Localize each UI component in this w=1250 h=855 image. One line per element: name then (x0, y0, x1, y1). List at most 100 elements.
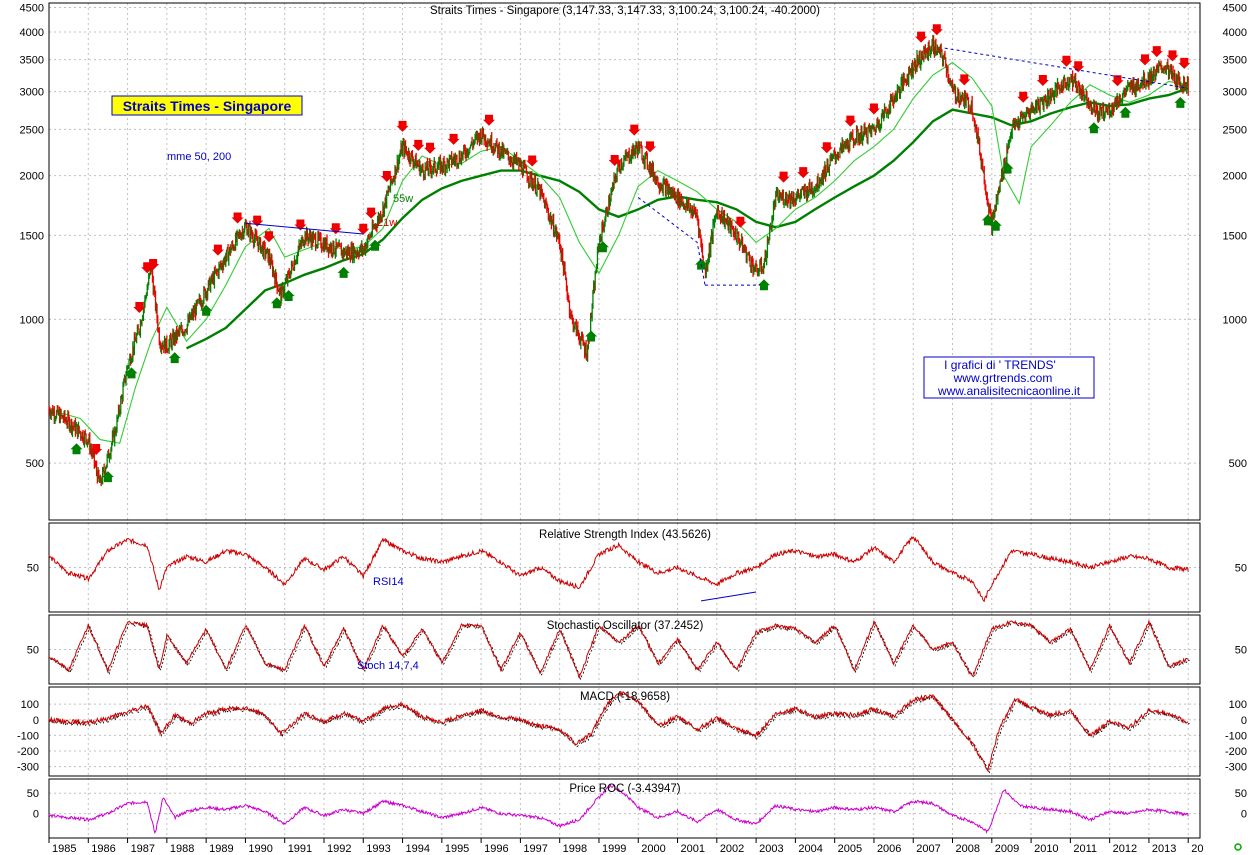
macd-tick-label-right: 0 (1241, 715, 1247, 727)
chart-title: Straits Times - Singapore (3,147.33, 3,1… (430, 5, 820, 17)
sell-arrow-icon (915, 31, 928, 43)
macd-tick-label-right: -100 (1225, 730, 1247, 742)
sell-arrow-icon (90, 443, 103, 455)
buy-arrow-icon (369, 239, 382, 251)
macd-tick-label-right: -200 (1225, 746, 1247, 758)
price-tick-label-right: 3500 (1223, 55, 1247, 67)
macd-tick-label-right: -300 (1225, 762, 1247, 774)
sell-arrow-icon (1060, 55, 1073, 67)
credits-box (923, 356, 1095, 399)
buy-arrow-icon (337, 266, 350, 278)
axis-layer: 1985 1986 1987 1988 1989 1990 1991 1992 1993 1994… (17, 3, 1247, 855)
year-tick-label: 2004 (798, 843, 822, 855)
year-tick-label: 2007 (916, 843, 940, 855)
roc-tick-label-left: 50 (27, 788, 39, 800)
rsi-panel-title: Relative Strength Index (43.5626) (539, 529, 711, 541)
chart-grid (49, 3, 1200, 838)
macd-tick-label-left: 0 (33, 715, 39, 727)
year-tick-label: 1990 (248, 843, 272, 855)
macd-line (48, 691, 1189, 773)
price-tick-label-left: 2000 (20, 171, 44, 183)
credits-line-3: www.analisitecnicaonline.it (937, 384, 1081, 398)
buy-arrow-icon (1001, 162, 1014, 174)
price-tick-label-right: 3000 (1223, 87, 1247, 99)
buy-arrow-icon (989, 219, 1002, 231)
buy-arrow-icon (596, 241, 609, 253)
buy-arrow-icon (757, 279, 770, 291)
trendline-1990 (245, 222, 364, 235)
rsi-line (48, 536, 1189, 603)
year-tick-label: 2008 (956, 843, 980, 855)
sell-arrow-icon (211, 244, 224, 256)
macd-panel-frame (48, 686, 1201, 777)
buy-arrow-icon (101, 471, 114, 483)
sell-arrow-icon (251, 215, 264, 227)
credits-line-1: I grafici di ' TRENDS' (944, 358, 1056, 372)
stochastic-tick-label-left: 50 (27, 645, 39, 657)
plot-layer (48, 24, 1191, 834)
year-tick-label: 1985 (52, 843, 76, 855)
macd-tick-label-left: -300 (17, 762, 39, 774)
buy-arrow-icon (1174, 96, 1187, 108)
sell-arrow-icon (644, 141, 657, 153)
sell-arrow-icon (329, 223, 342, 235)
year-tick-label: 1991 (288, 843, 312, 855)
rsi-tick-label-right: 50 (1235, 563, 1247, 575)
price-tick-label-left: 1000 (20, 314, 44, 326)
year-tick-label: 2012 (1113, 843, 1137, 855)
year-tick-label: 2011 (1073, 843, 1097, 855)
buy-arrow-icon (1119, 106, 1132, 118)
buy-arrow-icon (70, 443, 83, 455)
year-tick-label: 2013 (1152, 843, 1176, 855)
roc-tick-label-right: 0 (1241, 809, 1247, 821)
price-tick-label-right: 1500 (1223, 230, 1247, 242)
sell-arrow-icon (1139, 54, 1152, 66)
sell-arrow-icon (797, 167, 810, 179)
price-tick-label-left: 3000 (20, 87, 44, 99)
sell-arrow-icon (262, 231, 275, 243)
sell-arrow-icon (867, 103, 880, 115)
price-tick-label-left: 2500 (20, 124, 44, 136)
price-bars (48, 34, 1189, 487)
status-dot-icon (1234, 843, 1242, 851)
sell-arrow-icon (930, 24, 943, 36)
sell-arrow-icon (294, 219, 307, 231)
sell-arrow-icon (1017, 91, 1030, 103)
year-tick-label: 1992 (327, 843, 351, 855)
year-tick-label: 1997 (523, 843, 547, 855)
year-tick-label: 20 (1191, 843, 1203, 855)
price-tick-label-right: 4500 (1223, 3, 1247, 15)
year-tick-label: 2009 (995, 843, 1019, 855)
sell-arrow-icon (526, 155, 539, 167)
buy-arrow-icon (125, 367, 138, 379)
index-name-badge (111, 95, 303, 116)
buy-arrow-icon (270, 297, 283, 309)
macd-tick-label-left: -200 (17, 746, 39, 758)
price-tick-label-left: 3500 (20, 55, 44, 67)
year-tick-label: 1986 (91, 843, 115, 855)
buy-arrow-icon (585, 330, 598, 342)
rsi-series-label: RSI14 (373, 576, 404, 588)
year-tick-label: 2005 (838, 843, 862, 855)
sell-arrow-icon (958, 74, 971, 86)
year-tick-label: 1989 (209, 843, 233, 855)
price-tick-label-right: 500 (1229, 458, 1247, 470)
ema-55w-label: 55w (393, 193, 413, 205)
stochastic-tick-label-right: 50 (1235, 645, 1247, 657)
year-tick-label: 2002 (720, 843, 744, 855)
year-tick-label: 2010 (1034, 843, 1058, 855)
credits-line-2: www.grtrends.com (953, 371, 1053, 385)
macd-panel-title: MACD (-18.9658) (580, 691, 670, 703)
sell-arrow-icon (1036, 75, 1049, 87)
macd-tick-label-left: -100 (17, 730, 39, 742)
rsi-panel-frame (48, 522, 1201, 613)
sell-arrow-icon (608, 155, 621, 167)
trendline-2000-drop (637, 197, 706, 286)
price-tick-label-left: 1500 (20, 230, 44, 242)
price-tick-label-left: 4500 (20, 3, 44, 15)
stochastic-line (48, 619, 1189, 679)
moving-average-note: mme 50, 200 (167, 151, 231, 163)
roc-line (48, 783, 1189, 834)
signal-arrows (70, 24, 1191, 483)
sell-arrow-icon (1072, 61, 1085, 73)
